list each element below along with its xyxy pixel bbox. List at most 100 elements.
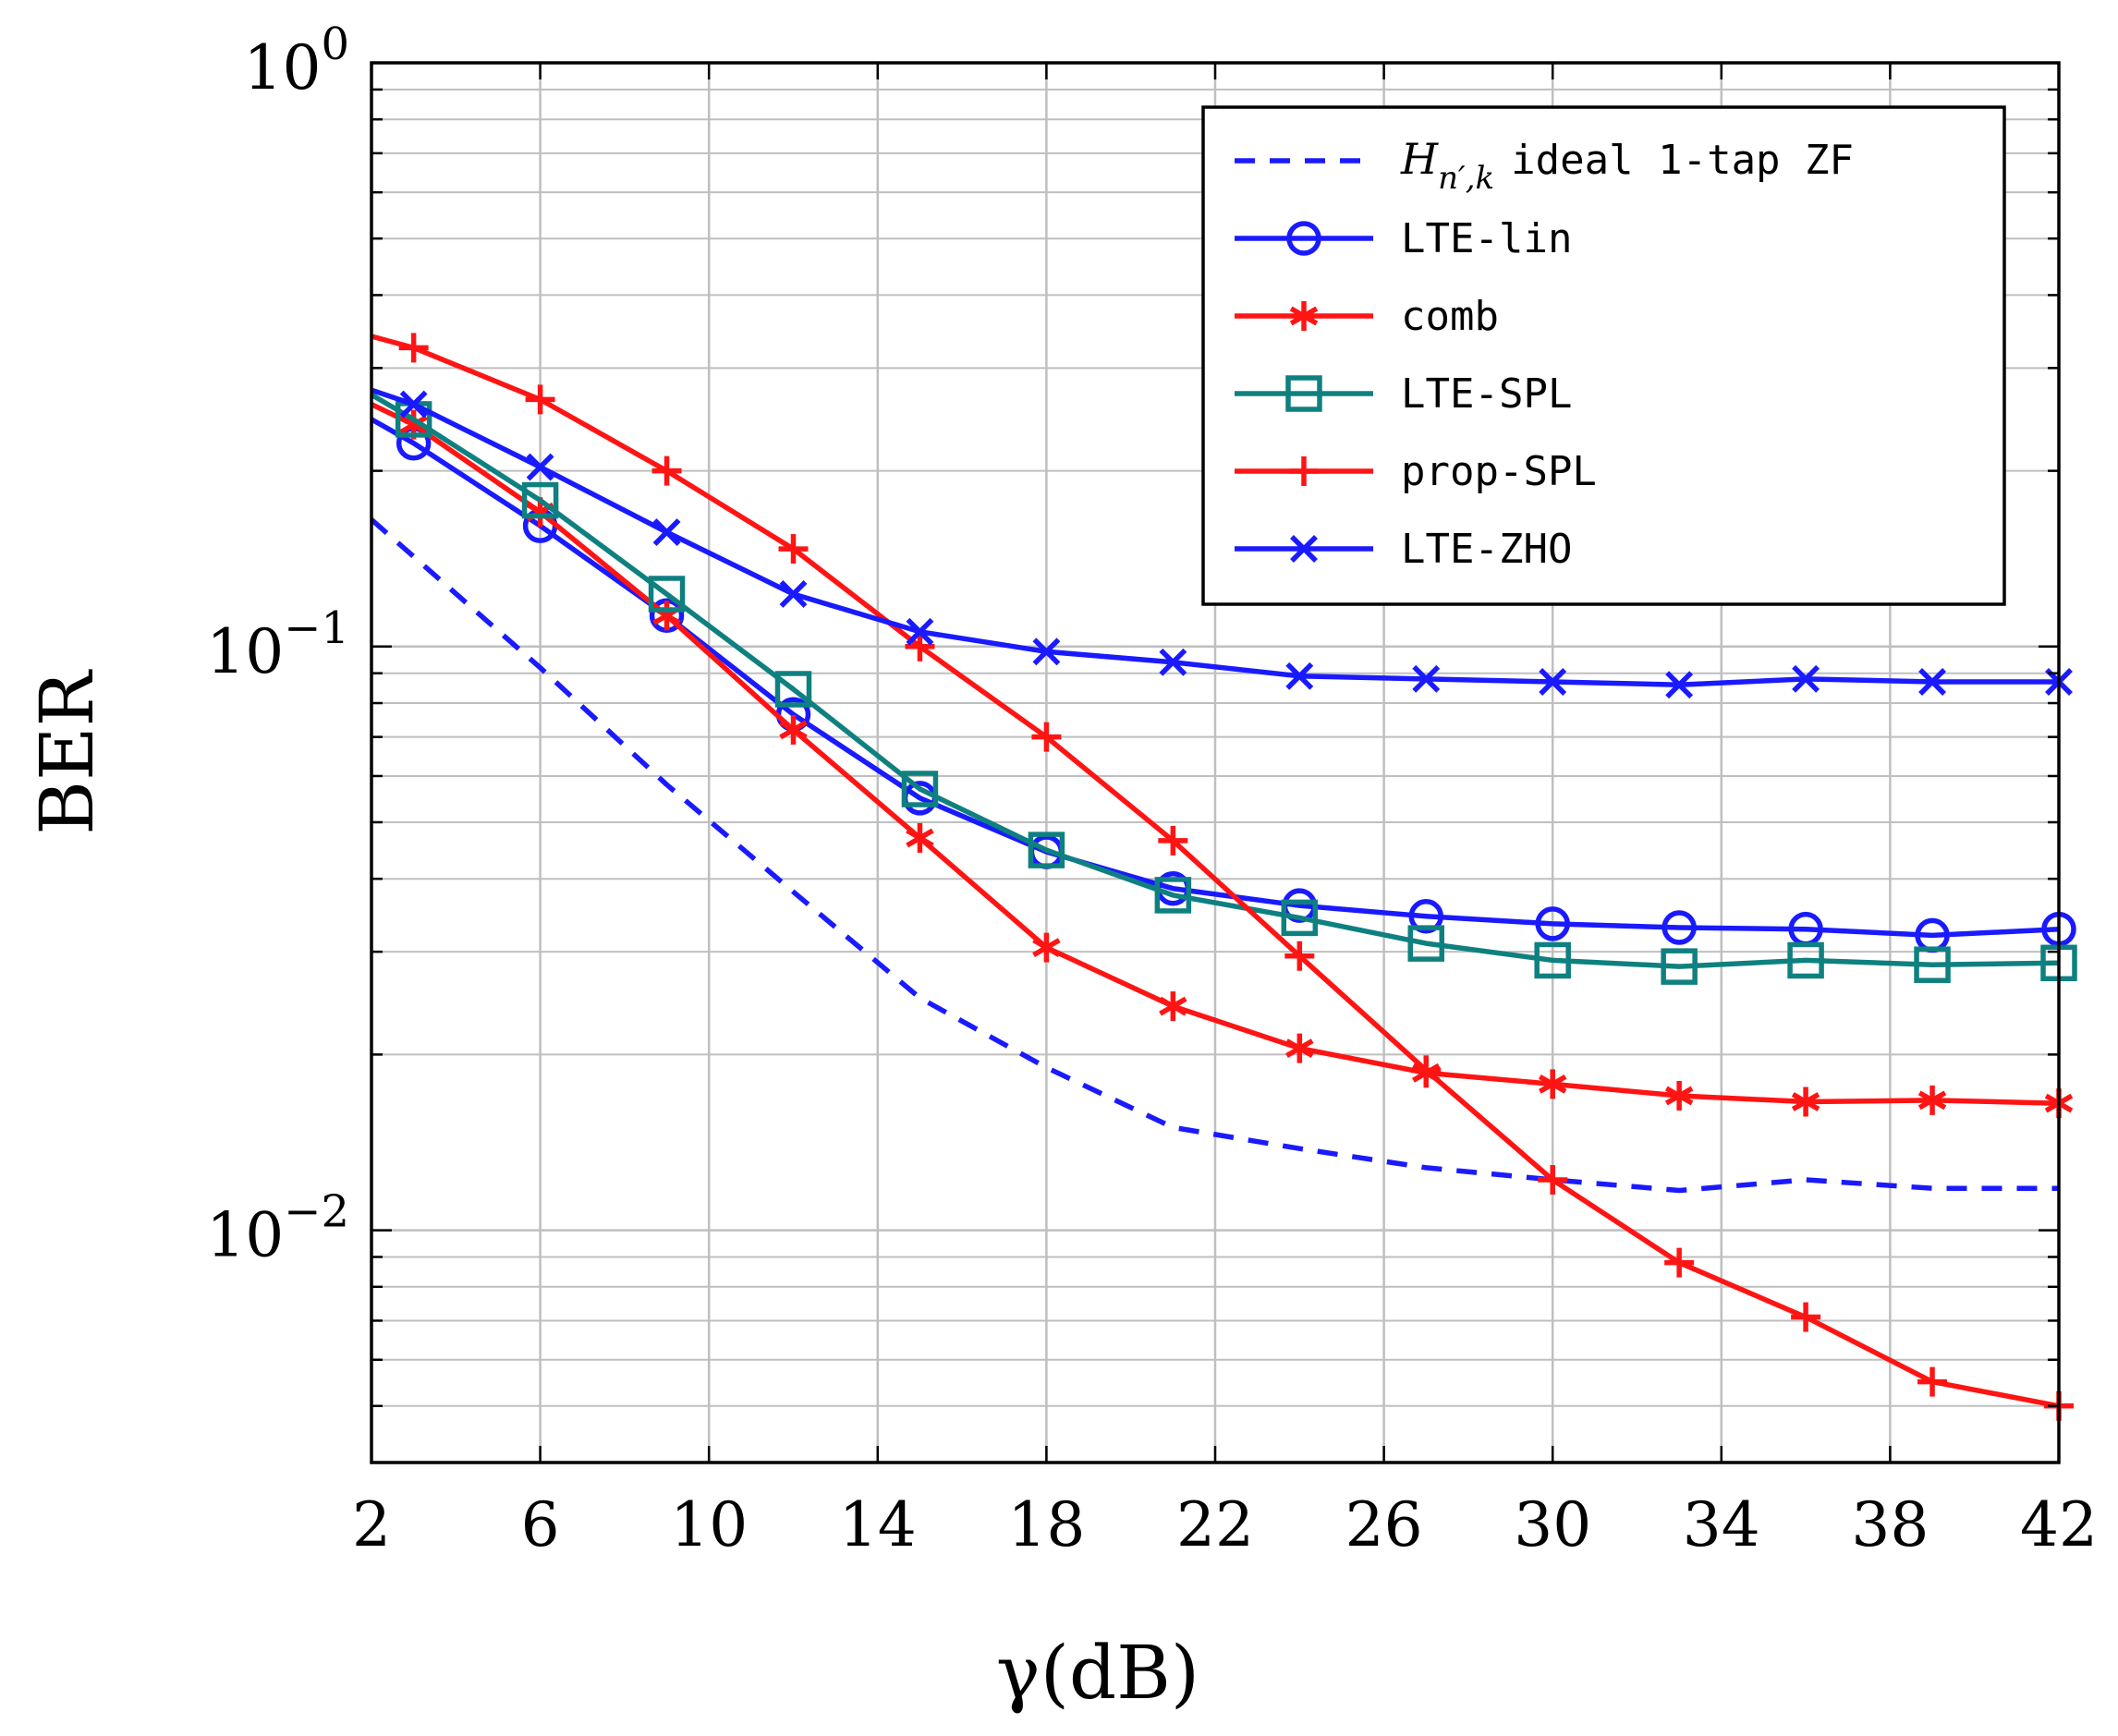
series-lte-zho [371,387,2073,699]
data-point [1791,1302,1821,1332]
data-point-shape [665,613,681,625]
data-point-shape [1407,925,1444,962]
data-point-shape [792,727,808,740]
data-point-shape [1664,1086,1681,1099]
data-point-shape [1285,1038,1301,1051]
legend-marker [1289,456,1319,486]
legend-entry-lte-zho: LTE-ZHO [1235,526,1572,573]
data-point [1787,941,1824,979]
data-point [1917,1085,1947,1115]
data-point [1408,899,1443,934]
data-point [1661,948,1698,985]
data-point [1791,1087,1820,1117]
series-h-n-k-ideal-1-tap-zf [370,517,2059,1194]
x-axis-label: γ(dB) [996,1630,1199,1716]
data-point [1281,899,1319,937]
legend-box [1201,105,2006,606]
series-layer [370,333,2077,1421]
data-point [1538,1165,1568,1196]
legend-label: Hn′,k ideal 1-tap ZF [1400,134,1854,197]
data-point-shape [1412,664,1441,693]
legend-marker-shape [1285,375,1322,412]
data-point-shape [1665,671,1694,699]
data-point [1285,1033,1314,1063]
data-point [1031,722,1062,752]
legend-marker-shape [1289,306,1306,319]
series-comb [370,402,2074,1119]
series-line-lte-spl [370,392,2060,969]
legend-marker-shape [1302,313,1319,326]
data-point [399,390,428,419]
data-point-shape [1787,941,1824,979]
data-point-shape [1285,662,1314,690]
legend-entry-lte-spl: LTE-SPL [1235,370,1572,418]
y-tick-label: 10−1 [206,602,349,687]
data-point [1664,1247,1695,1278]
data-point [526,453,554,481]
data-point-shape [779,720,795,733]
data-point [1032,637,1061,666]
data-point-shape [919,835,934,848]
data-point [1534,941,1571,979]
data-point [1158,825,1188,856]
data-point-shape [774,671,812,708]
data-point-shape [1538,1074,1554,1087]
data-point-shape [521,481,559,519]
data-point-shape [1662,910,1697,945]
data-point [778,534,809,565]
data-point-shape [1032,938,1048,950]
legend: Hn′,k ideal 1-tap ZF LTE-lin comb LTE-SPL pro… [1201,105,2006,606]
data-point [1159,991,1187,1022]
legend-label: LTE-SPL [1401,370,1572,418]
data-point-shape [526,453,554,481]
x-tick-label: 38 [1851,1489,1929,1560]
data-point-shape [1032,637,1061,666]
data-point-shape [1159,996,1175,1009]
x-tick-label: 42 [2020,1489,2098,1560]
data-point-shape [1539,668,1567,696]
data-point-shape [1535,906,1570,941]
data-point [1538,1069,1567,1099]
data-point [779,714,808,745]
data-point-shape [1792,664,1820,693]
data-point [779,580,808,608]
data-point [1917,1366,1948,1397]
data-point-shape [1918,668,1946,696]
y-axis-label: BER [24,669,110,835]
series-line-h-n-k-ideal-1-tap-zf [370,517,2059,1194]
data-point-shape [1661,948,1698,985]
data-point [1407,925,1444,962]
data-point [1032,932,1061,963]
data-point [521,481,559,519]
x-tick-label: 14 [839,1489,917,1560]
legend-entry-h-n-k-ideal-1-tap-zf: Hn′,k ideal 1-tap ZF [1235,134,1854,197]
data-point [398,333,429,363]
data-point-shape [648,576,686,613]
data-point [1154,877,1192,914]
data-point-shape [1171,1003,1187,1016]
data-point [1284,941,1315,971]
data-point [1028,832,1065,868]
legend-label: LTE-ZHO [1401,526,1572,573]
legend-marker-shape [1286,221,1321,256]
legend-entry-lte-lin: LTE-lin [1235,215,1572,262]
data-point [1792,664,1820,693]
data-point-shape [1917,1090,1934,1103]
data-point-shape [526,502,542,515]
y-tick-label: 100 [243,18,349,103]
data-point-shape [906,617,934,646]
legend-label: comb [1401,293,1499,340]
series-line-lte-lin [370,417,2060,939]
data-point-shape [412,422,428,434]
data-point [901,771,939,807]
legend-marker [1290,535,1318,563]
data-point-shape [1930,1098,1947,1111]
series-lte-spl [370,392,2077,985]
data-point [906,822,934,853]
data-point [906,617,934,646]
data-point-shape [1804,1099,1820,1111]
data-point-shape [1281,899,1319,937]
data-point [1411,1055,1442,1086]
data-point [774,671,812,708]
